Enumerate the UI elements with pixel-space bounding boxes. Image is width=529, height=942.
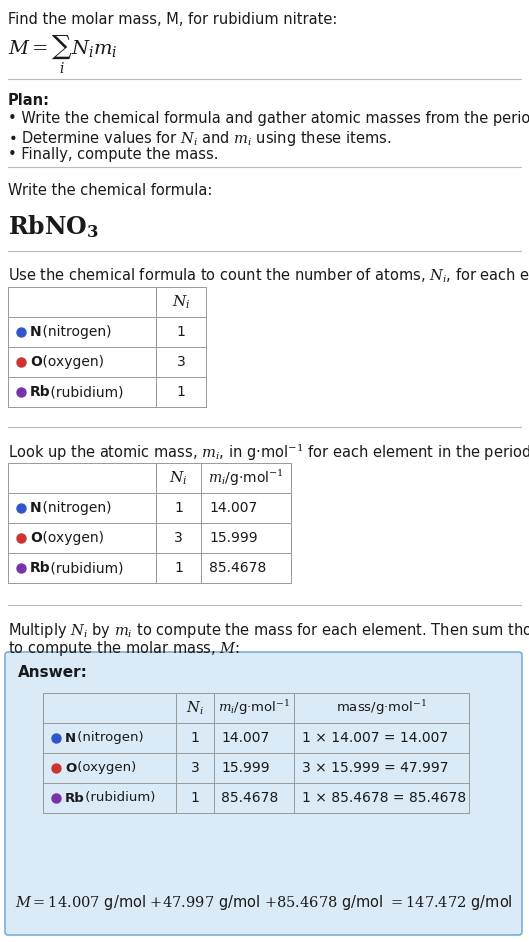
Text: 1: 1 — [177, 385, 186, 399]
Text: • Finally, compute the mass.: • Finally, compute the mass. — [8, 147, 218, 162]
Text: 1: 1 — [177, 325, 186, 339]
Text: Rb: Rb — [65, 791, 85, 804]
Text: 3: 3 — [174, 531, 183, 545]
Text: mass/g·mol$^{-1}$: mass/g·mol$^{-1}$ — [336, 699, 427, 718]
Text: 1: 1 — [174, 501, 183, 515]
Text: to compute the molar mass, $M$:: to compute the molar mass, $M$: — [8, 639, 240, 658]
Text: 14.007: 14.007 — [221, 731, 269, 745]
Text: O: O — [30, 531, 42, 545]
Text: $N_i$: $N_i$ — [186, 699, 204, 717]
Text: 1 × 14.007 = 14.007: 1 × 14.007 = 14.007 — [302, 731, 448, 745]
Text: Plan:: Plan: — [8, 93, 50, 108]
Text: (rubidium): (rubidium) — [45, 561, 123, 575]
Text: 14.007: 14.007 — [209, 501, 257, 515]
Text: (nitrogen): (nitrogen) — [73, 732, 143, 744]
Text: (rubidium): (rubidium) — [45, 385, 123, 399]
Text: N: N — [30, 325, 42, 339]
Text: $\mathbf{RbNO_3}$: $\mathbf{RbNO_3}$ — [8, 213, 99, 240]
Text: 3: 3 — [190, 761, 199, 775]
Text: • Determine values for $N_i$ and $m_i$ using these items.: • Determine values for $N_i$ and $m_i$ u… — [8, 129, 391, 148]
Text: (nitrogen): (nitrogen) — [38, 501, 111, 515]
Text: (oxygen): (oxygen) — [38, 355, 104, 369]
Text: (nitrogen): (nitrogen) — [38, 325, 111, 339]
Text: Look up the atomic mass, $m_i$, in g·mol$^{-1}$ for each element in the periodic: Look up the atomic mass, $m_i$, in g·mol… — [8, 443, 529, 463]
Text: $M = 14.007$ g/mol $+ 47.997$ g/mol $+ 85.4678$ g/mol $= 147.472$ g/mol: $M = 14.007$ g/mol $+ 47.997$ g/mol $+ 8… — [15, 892, 513, 912]
Text: 85.4678: 85.4678 — [221, 791, 278, 805]
Text: 3: 3 — [177, 355, 185, 369]
Text: Write the chemical formula:: Write the chemical formula: — [8, 183, 212, 198]
Text: O: O — [65, 761, 76, 774]
Text: 15.999: 15.999 — [209, 531, 258, 545]
Text: (rubidium): (rubidium) — [80, 791, 155, 804]
Text: 1: 1 — [190, 791, 199, 805]
Text: $m_i$/g·mol$^{-1}$: $m_i$/g·mol$^{-1}$ — [208, 468, 284, 488]
Text: (oxygen): (oxygen) — [38, 531, 104, 545]
Text: N: N — [30, 501, 42, 515]
Text: (oxygen): (oxygen) — [73, 761, 136, 774]
Text: N: N — [65, 732, 76, 744]
Text: 1: 1 — [190, 731, 199, 745]
Text: Use the chemical formula to count the number of atoms, $N_i$, for each element:: Use the chemical formula to count the nu… — [8, 267, 529, 285]
Text: Rb: Rb — [30, 385, 51, 399]
Text: 3 × 15.999 = 47.997: 3 × 15.999 = 47.997 — [302, 761, 449, 775]
FancyBboxPatch shape — [5, 652, 522, 935]
Text: $N_i$: $N_i$ — [172, 293, 190, 311]
Text: Find the molar mass, M, for rubidium nitrate:: Find the molar mass, M, for rubidium nit… — [8, 12, 338, 27]
Text: 85.4678: 85.4678 — [209, 561, 266, 575]
Text: Rb: Rb — [30, 561, 51, 575]
Text: $M = \sum_i N_i m_i$: $M = \sum_i N_i m_i$ — [8, 34, 117, 76]
Text: $N_i$: $N_i$ — [169, 469, 188, 487]
Text: 1: 1 — [174, 561, 183, 575]
Text: 15.999: 15.999 — [221, 761, 270, 775]
Text: 1 × 85.4678 = 85.4678: 1 × 85.4678 = 85.4678 — [302, 791, 466, 805]
Text: Answer:: Answer: — [18, 665, 88, 680]
Text: $m_i$/g·mol$^{-1}$: $m_i$/g·mol$^{-1}$ — [218, 699, 290, 718]
Text: Multiply $N_i$ by $m_i$ to compute the mass for each element. Then sum those val: Multiply $N_i$ by $m_i$ to compute the m… — [8, 621, 529, 640]
Text: • Write the chemical formula and gather atomic masses from the periodic table.: • Write the chemical formula and gather … — [8, 111, 529, 126]
Text: O: O — [30, 355, 42, 369]
